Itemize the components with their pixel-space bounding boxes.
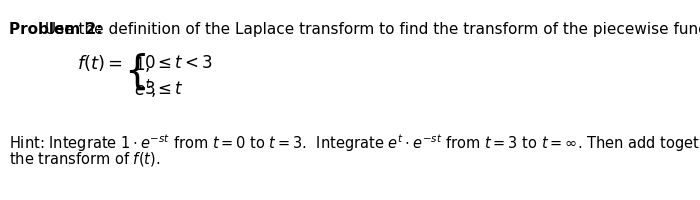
Text: Problem 2:: Problem 2: bbox=[9, 22, 102, 37]
Text: $\{$: $\{$ bbox=[124, 52, 146, 92]
Text: the transform of $f(t)$.: the transform of $f(t)$. bbox=[9, 150, 160, 168]
Text: $e^{t},$: $e^{t},$ bbox=[134, 78, 156, 100]
Text: Use the definition of the Laplace transform to find the transform of the piecewi: Use the definition of the Laplace transf… bbox=[40, 22, 700, 37]
Text: $3 \leq t$: $3 \leq t$ bbox=[144, 80, 184, 98]
Text: $0 \leq t < 3$: $0 \leq t < 3$ bbox=[144, 55, 214, 72]
Text: $1,$: $1,$ bbox=[134, 54, 150, 73]
Text: $f(t) =$: $f(t) =$ bbox=[77, 53, 123, 73]
Text: Hint: Integrate $1 \cdot e^{-st}$ from $t = 0$ to $t = 3$.  Integrate $e^{t} \cd: Hint: Integrate $1 \cdot e^{-st}$ from $… bbox=[9, 132, 700, 154]
